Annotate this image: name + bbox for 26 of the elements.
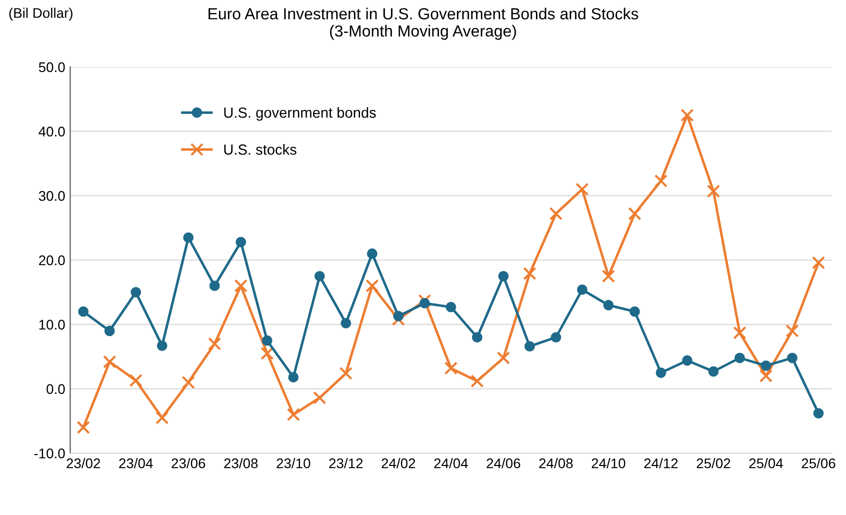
x-tick-label: 23/12 <box>329 458 363 468</box>
x-tick-label: 23/04 <box>119 458 153 468</box>
x-tick-label: 24/10 <box>592 458 626 468</box>
chart-title: Euro Area Investment in U.S. Government Bonds and Stocks (3-Month Moving Average) <box>208 8 638 40</box>
legend-label: U.S. government bonds <box>224 107 376 121</box>
x-tick-label: 24/06 <box>486 458 520 468</box>
x-tick-label: 23/06 <box>172 458 206 468</box>
y-tick-label: 0.0 <box>46 384 65 394</box>
x-tick-label: 23/10 <box>276 458 310 468</box>
x-tick-label: 23/08 <box>224 458 258 468</box>
y-tick-label: 20.0 <box>39 255 65 266</box>
x-tick-label: 25/04 <box>749 458 783 468</box>
x-tick-label: 24/12 <box>644 458 678 468</box>
y-tick-label: 50.0 <box>38 62 65 72</box>
legend-label: U.S. stocks <box>224 144 296 155</box>
x-tick-label: 25/06 <box>802 458 836 468</box>
x-tick-label: 24/08 <box>539 458 573 468</box>
y-tick-label: -10.0 <box>34 448 65 458</box>
x-tick-label: 25/02 <box>696 458 730 468</box>
y-tick-label: 40.0 <box>38 126 65 136</box>
x-tick-label: 23/02 <box>66 458 100 468</box>
x-tick-label: 24/04 <box>434 458 468 468</box>
x-tick-label: 24/02 <box>382 458 416 468</box>
y-tick-label: 30.0 <box>38 191 65 201</box>
y-axis-title: (Bil Dollar) <box>9 8 72 21</box>
y-tick-label: 10.0 <box>39 320 65 330</box>
